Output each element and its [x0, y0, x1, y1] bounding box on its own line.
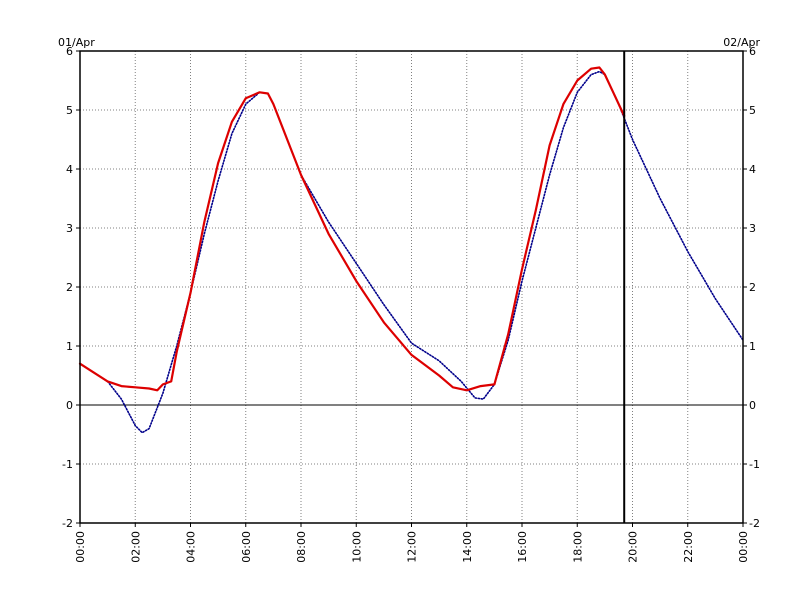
y-tick-label-right: 4 [749, 163, 756, 176]
y-tick-label-right: -1 [749, 458, 760, 471]
y-tick-label-left: 5 [66, 104, 73, 117]
y-tick-label-right: -2 [749, 517, 760, 530]
x-tick-label: 00:00 [74, 531, 87, 563]
y-tick-label-right: 6 [749, 45, 756, 58]
y-tick-label-left: 6 [66, 45, 73, 58]
x-tick-label: 06:00 [240, 531, 253, 563]
y-tick-label-right: 3 [749, 222, 756, 235]
x-tick-label: 18:00 [571, 531, 584, 563]
y-tick-label-left: 3 [66, 222, 73, 235]
date-label-left: 01/Apr [58, 36, 95, 49]
x-tick-label: 08:00 [295, 531, 308, 563]
x-tick-label: 10:00 [350, 531, 363, 563]
x-tick-label: 00:00 [737, 531, 750, 563]
x-tick-label: 16:00 [516, 531, 529, 563]
series-observed-line [78, 66, 626, 392]
plot-frame [79, 50, 744, 524]
y-tick-label-left: 1 [66, 340, 73, 353]
labels-layer: 01/Apr 02/Apr [58, 36, 760, 49]
date-label-right: 02/Apr [723, 36, 760, 49]
axes-layer: -2 -2 -1 -1 0 0 1 1 2 2 3 3 4 4 5 5 6 6 00:00 02:00 04:00 06:… [62, 45, 760, 563]
x-tick-label: 22:00 [682, 531, 695, 563]
y-tick-label-left: 0 [66, 399, 73, 412]
x-tick-label: 12:00 [406, 531, 419, 563]
y-tick-label-left: 4 [66, 163, 73, 176]
x-tick-label: 20:00 [627, 531, 640, 563]
x-tick-label: 04:00 [185, 531, 198, 563]
series-layer [78, 66, 744, 434]
y-tick-label-left: 2 [66, 281, 73, 294]
x-tick-label: 14:00 [461, 531, 474, 563]
y-tick-label-right: 2 [749, 281, 756, 294]
y-tick-label-right: 5 [749, 104, 756, 117]
x-tick-label: 02:00 [129, 531, 142, 563]
y-tick-label-left: -1 [62, 458, 73, 471]
y-tick-label-right: 1 [749, 340, 756, 353]
y-tick-label-left: -2 [62, 517, 73, 530]
y-tick-label-right: 0 [749, 399, 756, 412]
